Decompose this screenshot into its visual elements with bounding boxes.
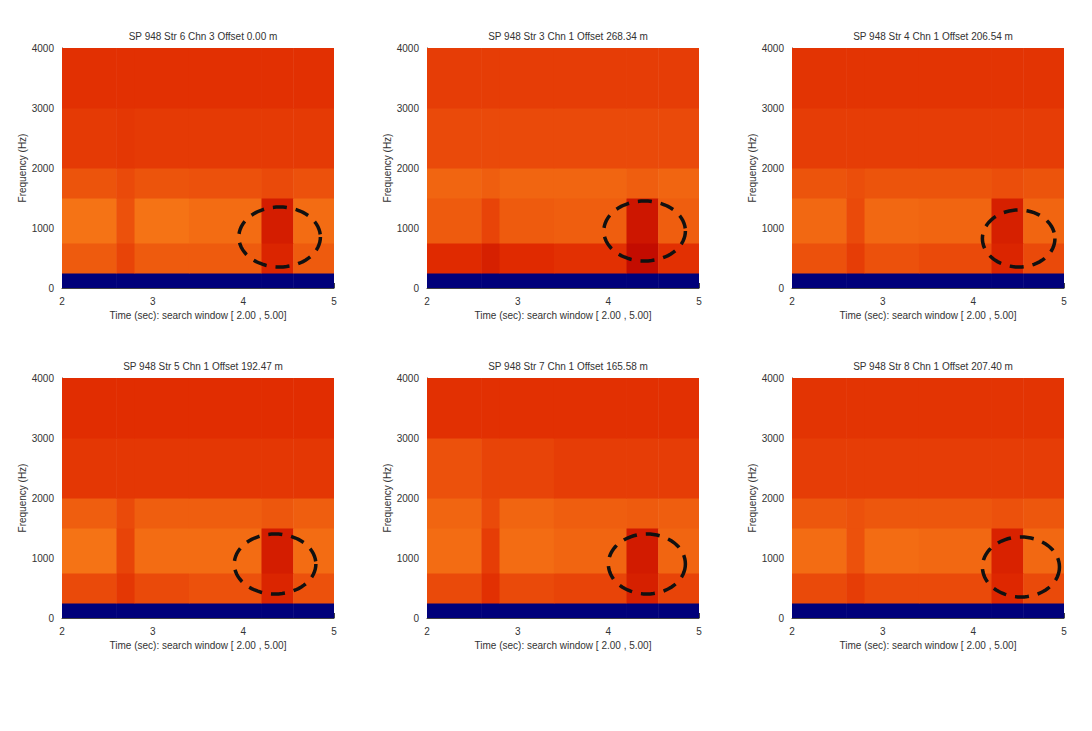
svg-text:0: 0 bbox=[48, 283, 54, 294]
svg-text:4: 4 bbox=[241, 296, 247, 307]
svg-text:3: 3 bbox=[150, 296, 156, 307]
svg-text:5: 5 bbox=[1061, 296, 1067, 307]
svg-text:SP 948 Str 8 Chn 1 Offset 207.: SP 948 Str 8 Chn 1 Offset 207.40 m bbox=[853, 361, 1013, 372]
svg-text:Time (sec): search window [ 2.: Time (sec): search window [ 2.00 , 5.00] bbox=[840, 310, 1017, 321]
svg-text:2000: 2000 bbox=[397, 493, 420, 504]
svg-text:5: 5 bbox=[696, 296, 702, 307]
svg-text:5: 5 bbox=[1061, 626, 1067, 637]
svg-text:Time (sec): search window [ 2.: Time (sec): search window [ 2.00 , 5.00] bbox=[110, 640, 287, 651]
svg-text:2000: 2000 bbox=[762, 493, 785, 504]
svg-text:2: 2 bbox=[789, 626, 795, 637]
svg-text:1000: 1000 bbox=[397, 223, 420, 234]
svg-text:3: 3 bbox=[515, 296, 521, 307]
svg-text:3: 3 bbox=[150, 626, 156, 637]
svg-text:1000: 1000 bbox=[762, 223, 785, 234]
svg-text:0: 0 bbox=[778, 613, 784, 624]
svg-text:Frequency (Hz): Frequency (Hz) bbox=[747, 464, 758, 533]
svg-text:1000: 1000 bbox=[762, 553, 785, 564]
svg-text:3000: 3000 bbox=[397, 103, 420, 114]
svg-text:Frequency (Hz): Frequency (Hz) bbox=[747, 134, 758, 203]
svg-text:4: 4 bbox=[971, 296, 977, 307]
svg-text:4000: 4000 bbox=[397, 373, 420, 384]
svg-text:4000: 4000 bbox=[762, 373, 785, 384]
svg-text:4000: 4000 bbox=[397, 43, 420, 54]
svg-text:SP 948 Str 5 Chn 1 Offset 192.: SP 948 Str 5 Chn 1 Offset 192.47 m bbox=[123, 361, 283, 372]
svg-text:Frequency (Hz): Frequency (Hz) bbox=[17, 134, 28, 203]
svg-text:4: 4 bbox=[971, 626, 977, 637]
svg-text:3000: 3000 bbox=[32, 103, 55, 114]
svg-text:0: 0 bbox=[48, 613, 54, 624]
svg-text:3000: 3000 bbox=[762, 103, 785, 114]
svg-text:Time (sec): search window [ 2.: Time (sec): search window [ 2.00 , 5.00] bbox=[110, 310, 287, 321]
svg-text:4000: 4000 bbox=[32, 43, 55, 54]
svg-text:1000: 1000 bbox=[32, 223, 55, 234]
svg-text:5: 5 bbox=[331, 296, 337, 307]
svg-text:SP 948 Str 6 Chn 3 Offset 0.00: SP 948 Str 6 Chn 3 Offset 0.00 m bbox=[129, 31, 278, 42]
svg-text:5: 5 bbox=[331, 626, 337, 637]
svg-text:3000: 3000 bbox=[762, 433, 785, 444]
svg-text:Frequency (Hz): Frequency (Hz) bbox=[17, 464, 28, 533]
svg-text:2000: 2000 bbox=[762, 163, 785, 174]
svg-text:SP 948 Str 3 Chn 1 Offset 268.: SP 948 Str 3 Chn 1 Offset 268.34 m bbox=[488, 31, 648, 42]
svg-text:4: 4 bbox=[606, 296, 612, 307]
svg-text:2000: 2000 bbox=[32, 493, 55, 504]
svg-text:Frequency (Hz): Frequency (Hz) bbox=[382, 134, 393, 203]
svg-text:0: 0 bbox=[413, 613, 419, 624]
svg-text:2: 2 bbox=[59, 626, 65, 637]
svg-text:2000: 2000 bbox=[397, 163, 420, 174]
svg-text:2: 2 bbox=[424, 296, 430, 307]
svg-text:3: 3 bbox=[880, 296, 886, 307]
svg-text:3: 3 bbox=[515, 626, 521, 637]
svg-text:4000: 4000 bbox=[762, 43, 785, 54]
svg-text:Time (sec): search window [ 2.: Time (sec): search window [ 2.00 , 5.00] bbox=[840, 640, 1017, 651]
svg-text:SP 948 Str 7 Chn 1 Offset 165.: SP 948 Str 7 Chn 1 Offset 165.58 m bbox=[488, 361, 648, 372]
svg-text:4: 4 bbox=[241, 626, 247, 637]
svg-text:0: 0 bbox=[413, 283, 419, 294]
svg-text:5: 5 bbox=[696, 626, 702, 637]
svg-text:3000: 3000 bbox=[32, 433, 55, 444]
svg-text:Time (sec): search window [ 2.: Time (sec): search window [ 2.00 , 5.00] bbox=[475, 310, 652, 321]
svg-text:2: 2 bbox=[789, 296, 795, 307]
svg-text:0: 0 bbox=[778, 283, 784, 294]
svg-text:4: 4 bbox=[606, 626, 612, 637]
svg-text:2: 2 bbox=[59, 296, 65, 307]
svg-text:Frequency (Hz): Frequency (Hz) bbox=[382, 464, 393, 533]
svg-text:3000: 3000 bbox=[397, 433, 420, 444]
svg-text:2: 2 bbox=[424, 626, 430, 637]
svg-text:4000: 4000 bbox=[32, 373, 55, 384]
svg-text:3: 3 bbox=[880, 626, 886, 637]
svg-text:1000: 1000 bbox=[397, 553, 420, 564]
svg-text:1000: 1000 bbox=[32, 553, 55, 564]
svg-text:Time (sec): search window [ 2.: Time (sec): search window [ 2.00 , 5.00] bbox=[475, 640, 652, 651]
svg-text:SP 948 Str 4 Chn 1 Offset 206.: SP 948 Str 4 Chn 1 Offset 206.54 m bbox=[853, 31, 1013, 42]
svg-text:2000: 2000 bbox=[32, 163, 55, 174]
